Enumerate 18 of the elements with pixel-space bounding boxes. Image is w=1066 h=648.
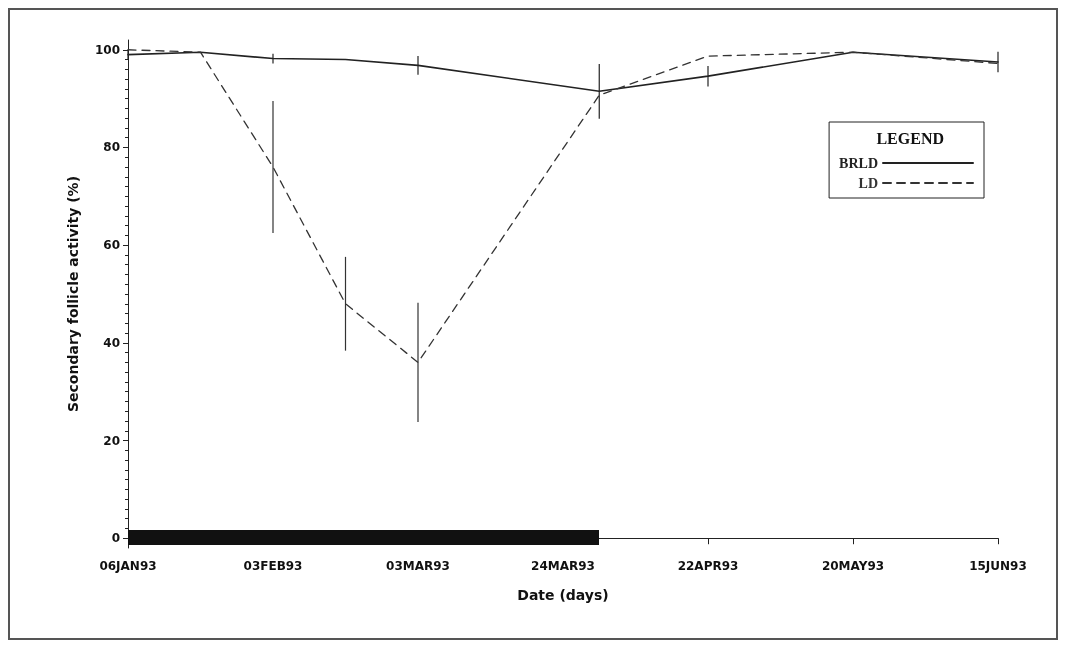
y-tick-label: 0 [111,531,120,546]
y-tick-label: 20 [103,433,120,448]
y-tick-label: 100 [94,42,120,57]
y-tick-label: 80 [103,140,120,155]
text: LD [858,175,878,191]
legend-title: LEGEND [876,129,945,147]
y-tick-label: 60 [103,238,120,253]
x-tick-label: 22APR93 [677,559,739,573]
y-tick-label: 40 [103,335,120,350]
x-tick-label: 03MAR93 [386,559,450,573]
x-axis-title: Date (days) [517,587,609,603]
text: BRLD [839,155,878,171]
x-tick-label: 20MAY93 [821,559,885,573]
x-tick-label: 15JUN93 [969,559,1027,573]
x-tick-label: 24MAR93 [531,559,595,573]
x-tick-label: 03FEB93 [243,559,303,573]
x-tick-label: 06JAN93 [99,559,157,573]
y-axis-title: Secondary follicle activity (%) [65,175,81,413]
